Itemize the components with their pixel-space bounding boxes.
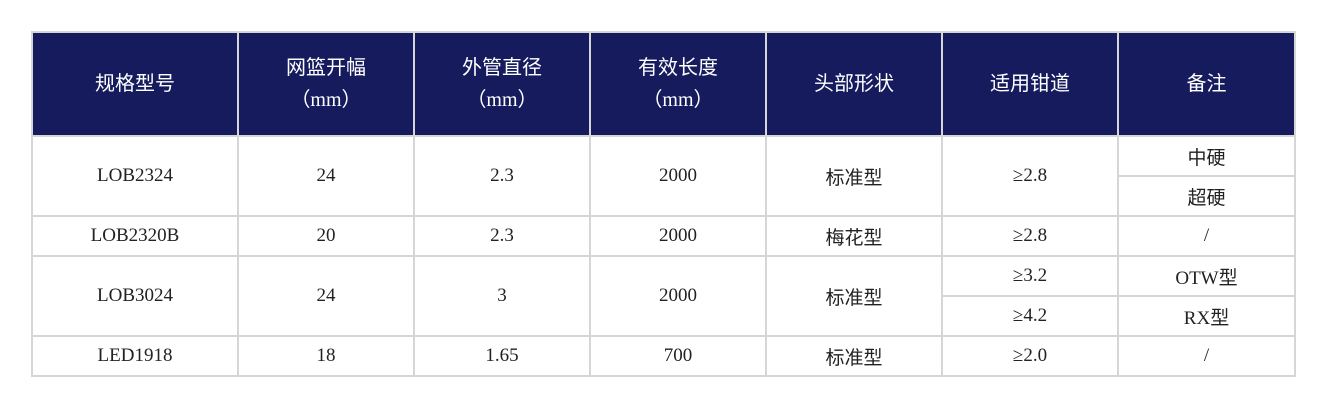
header-length: 有效长度 （mm） bbox=[589, 31, 767, 137]
header-row: 规格型号 网篮开幅 （mm） 外管直径 （mm） 有效长度 （mm） 头部形状 适用钳… bbox=[31, 31, 1296, 137]
table-row: LOB2320B 20 2.3 2000 梅花型 ≥2.8 / bbox=[31, 215, 1296, 257]
cell-length: 2000 bbox=[589, 255, 767, 337]
header-channel: 适用钳道 bbox=[941, 31, 1119, 137]
cell-length: 2000 bbox=[589, 135, 767, 217]
cell-tube: 2.3 bbox=[413, 215, 591, 257]
cell-note: RX型 bbox=[1117, 295, 1296, 337]
cell-channel: ≥4.2 bbox=[941, 295, 1119, 337]
header-head: 头部形状 bbox=[765, 31, 943, 137]
header-tube-label: 外管直径 bbox=[462, 57, 542, 79]
spec-table: 规格型号 网篮开幅 （mm） 外管直径 （mm） 有效长度 （mm） 头部形状 适用钳… bbox=[31, 31, 1296, 377]
header-tube: 外管直径 （mm） bbox=[413, 31, 591, 137]
header-basket-unit: （mm） bbox=[290, 89, 362, 111]
cell-head: 梅花型 bbox=[765, 215, 943, 257]
cell-channel: ≥2.8 bbox=[941, 215, 1119, 257]
cell-note: OTW型 bbox=[1117, 255, 1296, 297]
header-model: 规格型号 bbox=[31, 31, 239, 137]
header-length-label: 有效长度 bbox=[638, 57, 718, 79]
cell-length: 700 bbox=[589, 335, 767, 377]
cell-head: 标准型 bbox=[765, 335, 943, 377]
cell-note: 中硬 bbox=[1117, 135, 1296, 177]
header-basket-label: 网篮开幅 bbox=[286, 57, 366, 79]
cell-head: 标准型 bbox=[765, 135, 943, 217]
cell-basket: 20 bbox=[237, 215, 415, 257]
header-tube-unit: （mm） bbox=[466, 89, 538, 111]
header-basket: 网篮开幅 （mm） bbox=[237, 31, 415, 137]
cell-head: 标准型 bbox=[765, 255, 943, 337]
table-subrow: ≥4.2 RX型 bbox=[32, 295, 1296, 337]
cell-basket: 24 bbox=[237, 255, 415, 337]
table-row: LOB3024 24 3 2000 标准型 ≥3.2 OTW型 bbox=[31, 255, 1296, 337]
cell-channel: ≥2.8 bbox=[941, 135, 1119, 217]
cell-length: 2000 bbox=[589, 215, 767, 257]
table-subrow: 超硬 bbox=[32, 175, 1296, 217]
table-row: LOB2324 24 2.3 2000 标准型 ≥2.8 中硬 bbox=[31, 135, 1296, 217]
cell-note: / bbox=[1117, 335, 1296, 377]
cell-basket: 24 bbox=[237, 135, 415, 217]
header-length-unit: （mm） bbox=[642, 89, 714, 111]
cell-channel: ≥3.2 bbox=[941, 255, 1119, 297]
cell-note: 超硬 bbox=[1117, 175, 1296, 217]
cell-model: LOB2324 bbox=[31, 135, 239, 217]
cell-tube: 1.65 bbox=[413, 335, 591, 377]
table-row: LED1918 18 1.65 700 标准型 ≥2.0 / bbox=[31, 335, 1296, 377]
header-note: 备注 bbox=[1117, 31, 1296, 137]
cell-model: LED1918 bbox=[31, 335, 239, 377]
cell-model: LOB2320B bbox=[31, 215, 239, 257]
cell-tube: 2.3 bbox=[413, 135, 591, 217]
cell-channel: ≥2.0 bbox=[941, 335, 1119, 377]
cell-note: / bbox=[1117, 215, 1296, 257]
cell-tube: 3 bbox=[413, 255, 591, 337]
cell-basket: 18 bbox=[237, 335, 415, 377]
cell-model: LOB3024 bbox=[31, 255, 239, 337]
